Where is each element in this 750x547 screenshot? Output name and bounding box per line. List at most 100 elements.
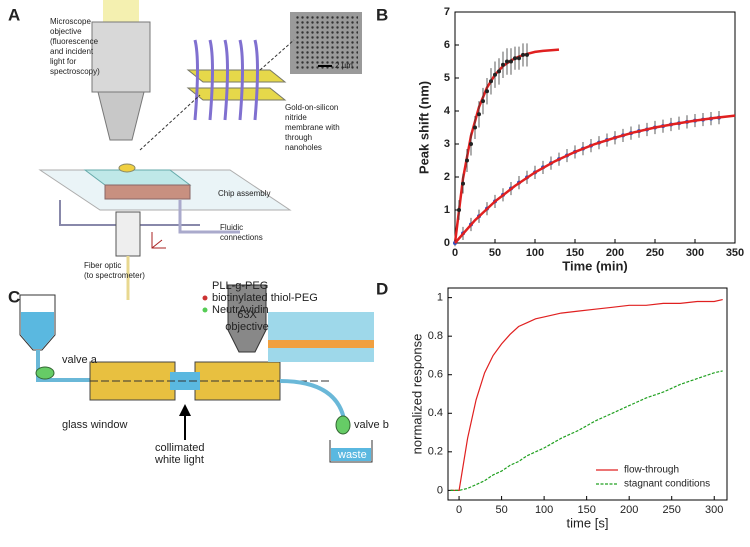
x-axis-label: Time (min)	[562, 258, 628, 273]
objective-tip	[97, 91, 145, 141]
x-tick-label: 200	[620, 504, 638, 516]
panel-letter: A	[8, 5, 20, 24]
y-tick-label: 3	[444, 138, 450, 150]
label-line: membrane with	[285, 123, 340, 132]
y-tick-label: 2	[444, 171, 450, 183]
label-line: and incident	[50, 47, 94, 56]
label-line: light for	[50, 57, 77, 66]
valve-label: valve b	[354, 419, 389, 431]
data-point	[525, 52, 529, 57]
y-tick-label: 0.4	[428, 407, 443, 419]
data-point	[489, 79, 493, 84]
x-tick-label: 0	[456, 504, 462, 516]
data-point	[477, 112, 481, 117]
inset-membrane	[268, 340, 374, 348]
y-tick-label: 1	[437, 292, 443, 304]
line	[450, 299, 723, 491]
diagram-a	[38, 0, 362, 300]
y-tick-label: 0.8	[428, 330, 443, 342]
nanoholes	[294, 16, 358, 70]
label-line: objective	[50, 27, 82, 36]
x-tick-label: 50	[489, 247, 501, 259]
legend-label: flow-through	[624, 465, 679, 476]
chip-well	[118, 163, 136, 173]
label-line: collimated	[155, 442, 205, 454]
x-tick-label: 300	[705, 504, 723, 516]
panel-letter: D	[376, 279, 388, 298]
x-axis-label: time [s]	[567, 515, 609, 530]
line	[454, 114, 736, 244]
legend-label: stagnant conditions	[624, 479, 710, 490]
data-point	[505, 59, 509, 64]
x-tick-label: 300	[686, 247, 704, 259]
data-point	[461, 181, 465, 186]
data-point	[493, 72, 497, 77]
y-tick-label: 7	[444, 6, 450, 18]
label-line: nitride	[285, 113, 307, 122]
y-tick-label: 5	[444, 72, 450, 84]
plot-frame	[454, 11, 736, 244]
data-point	[513, 56, 517, 61]
label-line: NeutrAvidin	[212, 304, 269, 316]
x-tick-label: 150	[577, 504, 595, 516]
x-tick-label: 350	[726, 247, 744, 259]
x-tick-label: 150	[566, 247, 584, 259]
tube	[36, 350, 110, 382]
liquid	[21, 312, 54, 349]
plot-frame	[447, 287, 728, 501]
x-tick-label: 50	[495, 504, 507, 516]
waste-container	[329, 440, 373, 463]
label-line: Microscope	[50, 17, 91, 26]
pointer	[259, 39, 295, 71]
label-line: white light	[154, 454, 204, 466]
x-tick-label: 0	[452, 247, 458, 259]
panel-letter: C	[8, 287, 20, 306]
chip-label: Chip assembly	[218, 189, 270, 198]
tube	[279, 379, 347, 426]
tubing	[59, 200, 200, 226]
membrane	[186, 69, 287, 101]
valve	[35, 366, 55, 380]
pointer	[139, 94, 201, 151]
data-point	[517, 56, 521, 61]
x-tick-label: 250	[646, 247, 664, 259]
data-point	[481, 99, 485, 104]
scale-label: 2 µm	[335, 61, 353, 70]
y-tick-label: 0.2	[428, 446, 443, 458]
objective	[91, 21, 151, 93]
label-group: Fiber optic(to spectrometer)	[84, 261, 145, 280]
label-line: (fluorescence	[50, 37, 99, 46]
inset	[268, 312, 374, 362]
legend-marker	[202, 307, 208, 313]
data-point	[485, 89, 489, 94]
label-line: biotinylated thiol-PEG	[212, 292, 318, 304]
valve-label: valve a	[62, 354, 98, 366]
x-tick-label: 100	[535, 504, 553, 516]
objective	[227, 284, 267, 353]
label-line: Fluidic	[220, 223, 243, 232]
y-tick-label: 6	[444, 39, 450, 51]
waste-label: waste	[337, 449, 367, 461]
tubing	[178, 200, 240, 234]
y-tick-label: 4	[444, 105, 451, 117]
x-tick-label: 200	[606, 247, 624, 259]
y-axis-label: normalized response	[409, 334, 424, 455]
label-line: through	[285, 133, 312, 142]
data-point	[501, 62, 505, 67]
label-line: (to spectrometer)	[84, 271, 145, 280]
y-tick-label: 1	[444, 204, 450, 216]
fiber-holder	[115, 211, 141, 257]
x-tick-label: 250	[663, 504, 681, 516]
panel-letter: B	[376, 5, 388, 24]
y-tick-label: 0	[437, 484, 443, 496]
label-line: spectroscopy)	[50, 67, 100, 76]
data-point	[521, 52, 525, 57]
data-point	[473, 125, 477, 130]
axes-icon	[151, 232, 166, 249]
valve	[335, 415, 351, 435]
